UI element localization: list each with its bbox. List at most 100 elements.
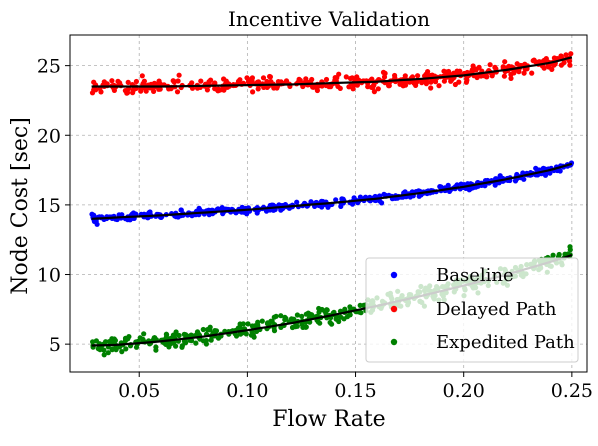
scatter-point-delayed-path [415,73,421,79]
scatter-point-baseline [94,221,100,227]
scatter-point-expedited-path [119,349,125,355]
scatter-point-delayed-path [264,78,270,85]
scatter-point-delayed-path [567,62,573,68]
scatter-point-expedited-path [166,344,172,350]
scatter-point-delayed-path [260,75,267,81]
y-axis-label: Node Cost [sec] [8,117,33,295]
y-tick-label: 5 [49,334,61,356]
scatter-point-delayed-path [428,85,434,91]
scatter-point-delayed-path [530,58,536,64]
scatter-point-baseline [351,195,357,201]
scatter-point-delayed-path [328,84,334,90]
scatter-point-delayed-path [413,82,419,88]
scatter-point-expedited-path [358,310,364,316]
scatter-point-delayed-path [125,79,131,85]
scatter-point-baseline [437,184,443,190]
scatter-point-delayed-path [347,75,354,82]
scatter-point-expedited-path [273,313,279,319]
scatter-point-expedited-path [346,312,353,318]
scatter-point-expedited-path [278,313,284,319]
scatter-point-delayed-path [246,78,252,85]
scatter-point-baseline [294,199,300,205]
scatter-point-delayed-path [250,89,256,95]
legend-marker-expedited-path [390,338,398,346]
scatter-point-delayed-path [151,88,157,94]
scatter-point-expedited-path [183,340,189,346]
scatter-point-expedited-path [240,321,246,327]
scatter-point-expedited-path [171,340,177,346]
scatter-point-delayed-path [109,78,115,84]
scatter-point-baseline [333,197,339,203]
scatter-point-delayed-path [139,73,145,79]
scatter-point-delayed-path [174,89,181,95]
scatter-point-baseline [512,178,519,184]
scatter-point-expedited-path [189,337,195,344]
scatter-point-delayed-path [561,59,567,66]
scatter-point-expedited-path [101,352,107,358]
scatter-point-delayed-path [267,74,273,80]
series-delayed-path [89,51,574,96]
scatter-point-delayed-path [381,74,388,80]
scatter-point-expedited-path [316,309,322,315]
x-tick-label: 0.05 [118,380,160,402]
scatter-point-expedited-path [245,321,251,327]
scatter-point-delayed-path [380,69,387,75]
scatter-point-delayed-path [170,78,176,84]
scatter-point-expedited-path [153,347,159,353]
scatter-point-baseline [244,211,250,217]
legend-label-delayed-path: Delayed Path [436,299,557,320]
legend-marker-delayed-path [390,305,398,313]
scatter-point-expedited-path [329,321,335,327]
scatter-point-expedited-path [101,347,107,353]
x-tick-label: 0.10 [226,380,268,402]
scatter-point-delayed-path [104,81,110,87]
scatter-point-delayed-path [176,72,182,78]
scatter-point-expedited-path [203,338,209,344]
scatter-point-expedited-path [123,335,129,342]
fit-line-baseline [91,162,573,220]
scatter-point-expedited-path [208,337,214,343]
chart-title: Incentive Validation [228,7,430,31]
scatter-point-delayed-path [489,71,495,77]
scatter-point-expedited-path [341,316,347,322]
scatter-point-delayed-path [484,74,490,80]
scatter-point-delayed-path [464,77,470,83]
legend-marker-baseline [390,271,398,279]
scatter-point-expedited-path [200,326,206,333]
scatter-point-delayed-path [476,64,482,70]
scatter-point-expedited-path [193,340,199,346]
y-tick-label: 20 [37,125,61,147]
x-tick-label: 0.15 [334,380,376,402]
scatter-point-delayed-path [354,74,360,80]
scatter-point-expedited-path [213,328,220,334]
scatter-point-delayed-path [323,76,330,83]
scatter-point-delayed-path [432,79,439,85]
scatter-point-baseline [497,173,503,179]
scatter-point-expedited-path [315,319,321,325]
scatter-point-baseline [381,191,387,197]
scatter-point-delayed-path [402,73,408,79]
scatter-point-expedited-path [194,329,201,335]
scatter-point-delayed-path [375,86,381,92]
scatter-point-delayed-path [235,78,242,84]
scatter-point-delayed-path [371,89,377,95]
y-tick-label: 15 [37,195,61,217]
scatter-point-delayed-path [271,85,277,91]
scatter-point-delayed-path [521,70,527,76]
scatter-point-delayed-path [337,85,343,91]
scatter-point-expedited-path [283,315,289,322]
scatter-point-delayed-path [529,70,535,76]
scatter-point-delayed-path [111,87,117,93]
scatter-point-expedited-path [250,332,256,338]
scatter-point-expedited-path [303,324,309,330]
scatter-point-delayed-path [350,86,356,92]
scatter-point-delayed-path [428,79,434,85]
scatter-point-delayed-path [487,62,493,68]
scatter-point-expedited-path [176,332,182,339]
scatter-point-expedited-path [299,321,305,327]
scatter-point-delayed-path [501,73,507,79]
scatter-point-delayed-path [303,78,309,84]
plot-frame [69,34,588,373]
x-tick-label: 0.20 [443,380,485,402]
scatter-point-delayed-path [217,87,223,93]
